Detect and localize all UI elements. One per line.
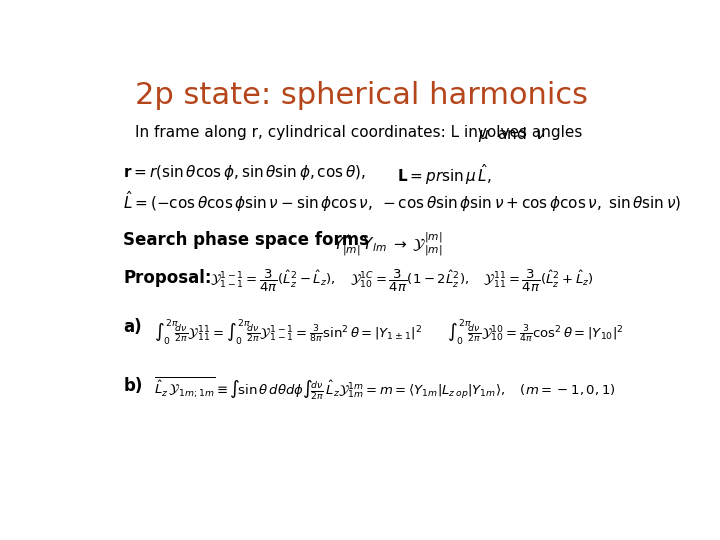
Text: Search phase space forms: Search phase space forms bbox=[124, 231, 369, 249]
Text: $\mathbf{r} = r(\sin\theta\cos\phi,\sin\theta\sin\phi,\cos\theta),$: $\mathbf{r} = r(\sin\theta\cos\phi,\sin\… bbox=[124, 163, 366, 181]
Text: Proposal:: Proposal: bbox=[124, 268, 212, 287]
Text: a): a) bbox=[124, 319, 142, 336]
Text: $\hat{L} = (-\cos\theta\cos\phi\sin\nu - \sin\phi\cos\nu,\;-\cos\theta\sin\phi\s: $\hat{L} = (-\cos\theta\cos\phi\sin\nu -… bbox=[124, 190, 682, 214]
Text: $\overline{\hat{L}_z\,\mathcal{Y}_{1m;1m}} \equiv \int\!\sin\theta\,d\theta d\ph: $\overline{\hat{L}_z\,\mathcal{Y}_{1m;1m… bbox=[154, 375, 616, 402]
Text: $\mathcal{Y}^{1-1}_{1-1} = \dfrac{3}{4\pi}(\hat{L}_z^2 - \hat{L}_z),\quad\mathca: $\mathcal{Y}^{1-1}_{1-1} = \dfrac{3}{4\p… bbox=[210, 268, 594, 294]
Text: b): b) bbox=[124, 377, 143, 395]
Text: In frame along r, cylindrical coordinates: L involves angles: In frame along r, cylindrical coordinate… bbox=[135, 125, 582, 140]
Text: $\mathbf{L} = pr\sin\mu\,\hat{L},$: $\mathbf{L} = pr\sin\mu\,\hat{L},$ bbox=[397, 163, 492, 187]
Text: $Y^*_{|m|}\,Y_{lm} \;\rightarrow\; \mathcal{Y}^{|m|}_{|m|}$: $Y^*_{|m|}\,Y_{lm} \;\rightarrow\; \math… bbox=[333, 230, 442, 258]
Text: $\mu$  and  $\nu$: $\mu$ and $\nu$ bbox=[478, 125, 546, 144]
Text: 2p state: spherical harmonics: 2p state: spherical harmonics bbox=[135, 82, 588, 111]
Text: $\int_0^{2\pi}\!\frac{d\nu}{2\pi}\mathcal{Y}^{11}_{11} = \int_0^{2\pi}\!\frac{d\: $\int_0^{2\pi}\!\frac{d\nu}{2\pi}\mathca… bbox=[154, 317, 624, 347]
